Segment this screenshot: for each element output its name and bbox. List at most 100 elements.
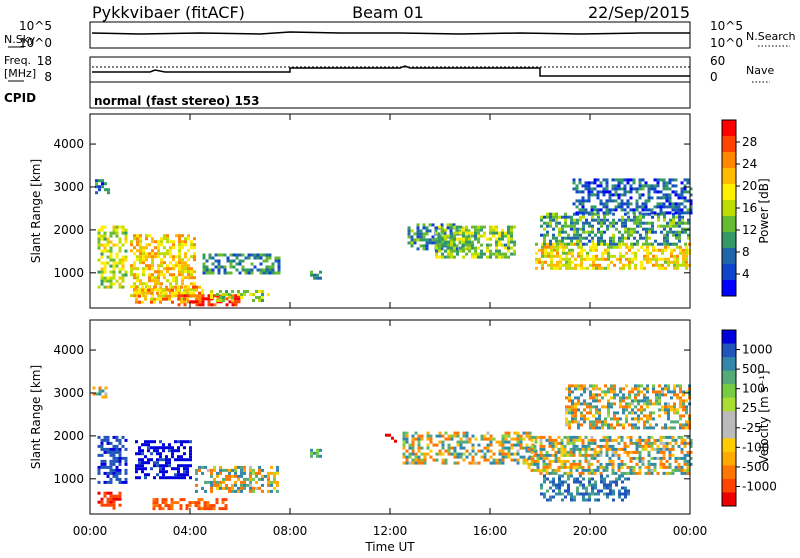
heatmap-cell [638,465,642,469]
heatmap-cell [181,246,184,250]
heatmap-cell [680,196,684,200]
heatmap-cell [640,266,643,270]
heatmap-cell [607,411,610,415]
heatmap-cell [638,459,642,463]
heatmap-cell [574,257,577,261]
heatmap-cell [419,229,423,233]
heatmap-cell [550,248,553,252]
heatmap-cell [622,254,625,258]
heatmap-cell [273,480,276,484]
heatmap-cell [628,266,631,270]
velocity-colorbar-swatch [722,411,736,426]
heatmap-cell [621,233,624,237]
heatmap-cell [687,233,690,237]
heatmap-cell [277,262,281,266]
heatmap-cell [656,202,660,206]
heatmap-cell [548,444,552,448]
heatmap-cell [115,468,119,472]
heatmap-cell [599,208,603,212]
heatmap-cell [189,294,193,298]
heatmap-cell [169,255,172,259]
heatmap-cell [462,231,465,235]
heatmap-cell [216,297,220,301]
heatmap-cell [598,426,601,430]
heatmap-cell [536,453,540,457]
heatmap-cell [567,242,570,246]
heatmap-cell [685,257,688,261]
xtick-label: 12:00 [373,524,408,538]
heatmap-cell [136,267,139,271]
heatmap-cell [634,266,637,270]
heatmap-cell [596,184,600,188]
heatmap-cell [664,266,667,270]
heatmap-cell [556,245,559,249]
heatmap-cell [184,270,187,274]
heatmap-cell [636,239,639,243]
heatmap-cell [217,259,221,263]
heatmap-cell [577,396,580,400]
heatmap-cell [628,248,631,252]
heatmap-cell [402,443,406,447]
heatmap-cell [144,473,147,477]
heatmap-cell [551,471,555,475]
heatmap-cell [629,438,633,442]
heatmap-cell [414,452,418,456]
heatmap-cell [100,465,104,469]
heatmap-cell [682,402,685,406]
heatmap-cell [222,486,225,490]
heatmap-cell [136,276,139,280]
heatmap-cell [98,386,102,390]
heatmap-cell [581,190,585,194]
heatmap-cell [573,221,576,225]
heatmap-cell [571,411,574,415]
heatmap-cell [217,271,221,275]
heatmap-cell [684,221,687,225]
heatmap-cell [109,270,113,274]
heatmap-cell [528,437,532,441]
heatmap-cell [458,241,462,245]
heatmap-cell [471,455,475,459]
heatmap-cell [599,450,603,454]
heatmap-cell [624,236,627,240]
heatmap-cell [683,199,687,203]
heatmap-cell [628,260,631,264]
heatmap-cell [589,263,592,267]
heatmap-cell [414,431,418,435]
heatmap-cell [580,251,583,255]
heatmap-cell [545,462,549,466]
heatmap-cell [682,399,685,403]
heatmap-cell [172,273,175,277]
heatmap-cell [474,225,477,229]
heatmap-cell [106,465,110,469]
heatmap-cell [608,444,612,448]
heatmap-cell [118,453,122,457]
heatmap-cell [501,255,504,259]
heatmap-cell [571,417,574,421]
heatmap-cell [673,420,676,424]
heatmap-cell [574,263,577,267]
heatmap-cell [650,211,654,215]
heatmap-cell [572,178,576,182]
heatmap-cell [545,438,549,442]
heatmap-cell [181,234,184,238]
heatmap-cell [148,252,151,256]
heatmap-cell [643,396,646,400]
heatmap-cell [211,271,215,275]
heatmap-cell [665,435,669,439]
heatmap-cell [625,414,628,418]
heatmap-cell [547,242,550,246]
heatmap-cell [684,227,687,231]
heatmap-cell [277,256,281,260]
heatmap-cell [115,450,119,454]
heatmap-cell [434,229,438,233]
heatmap-cell [551,444,555,448]
heatmap-cell [564,242,567,246]
heatmap-cell [462,228,465,232]
heatmap-cell [171,455,174,459]
heatmap-cell [646,417,649,421]
heatmap-cell [549,239,552,243]
heatmap-cell [267,489,270,493]
heatmap-cell [582,483,585,487]
heatmap-cell [570,474,573,478]
heatmap-cell [133,234,136,238]
